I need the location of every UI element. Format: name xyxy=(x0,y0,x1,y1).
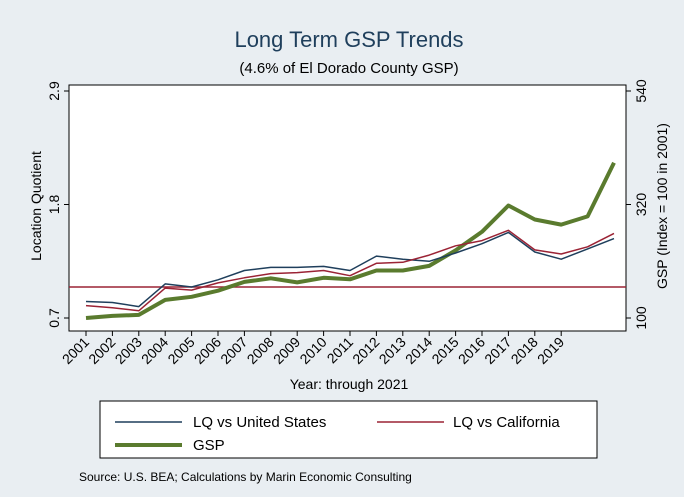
y-right-tick-label: 540 xyxy=(633,79,649,103)
series-line-gsp xyxy=(85,161,616,320)
x-tick-label: 2006 xyxy=(191,334,224,367)
x-tick-label: 2013 xyxy=(376,334,409,367)
x-tick-label: 2014 xyxy=(402,334,435,367)
series-line-lq-vs-united-states xyxy=(85,231,615,308)
x-tick-label: 2004 xyxy=(138,334,171,367)
legend-label-lq-vs-california: LQ vs California xyxy=(453,414,560,431)
x-tick-label: 2019 xyxy=(534,334,567,367)
x-tick-label: 2001 xyxy=(59,334,92,367)
x-tick-label: 2018 xyxy=(508,334,541,367)
x-tick-label: 2017 xyxy=(481,334,514,367)
x-tick-label: 2005 xyxy=(164,334,197,367)
y-axis-right-label: GSP (Index = 100 in 2001) xyxy=(654,123,670,289)
y-right-tick-label: 100 xyxy=(633,306,649,330)
x-tick-label: 2002 xyxy=(85,334,118,367)
x-axis-label: Year: through 2021 xyxy=(290,376,409,392)
x-tick-label: 2015 xyxy=(428,334,461,367)
chart-subtitle: (4.6% of El Dorado County GSP) xyxy=(239,60,458,77)
x-tick-label: 2003 xyxy=(112,334,145,367)
series-line-lq-vs-california xyxy=(85,229,615,312)
x-tick-label: 2009 xyxy=(270,334,303,367)
x-tick-label: 2016 xyxy=(455,334,488,367)
plot-area xyxy=(68,84,627,332)
legend-box xyxy=(99,400,598,459)
source-note: Source: U.S. BEA; Calculations by Marin … xyxy=(79,470,412,484)
x-tick-label: 2012 xyxy=(349,334,382,367)
x-tick-label: 2008 xyxy=(244,334,277,367)
x-tick-label: 2010 xyxy=(296,334,329,367)
y-left-tick-label: 1.8 xyxy=(46,195,62,215)
y-right-tick-label: 320 xyxy=(633,193,649,217)
chart-title: Long Term GSP Trends xyxy=(234,27,463,52)
legend-label-gsp: GSP xyxy=(193,437,225,454)
x-tick-label: 2007 xyxy=(217,334,250,367)
y-axis-left-label: Location Quotient xyxy=(28,151,44,261)
legend-label-lq-vs-united-states: LQ vs United States xyxy=(193,414,326,431)
x-tick-label: 2011 xyxy=(324,334,357,367)
y-left-tick-label: 0.7 xyxy=(46,308,62,328)
y-left-tick-label: 2.9 xyxy=(46,81,62,101)
